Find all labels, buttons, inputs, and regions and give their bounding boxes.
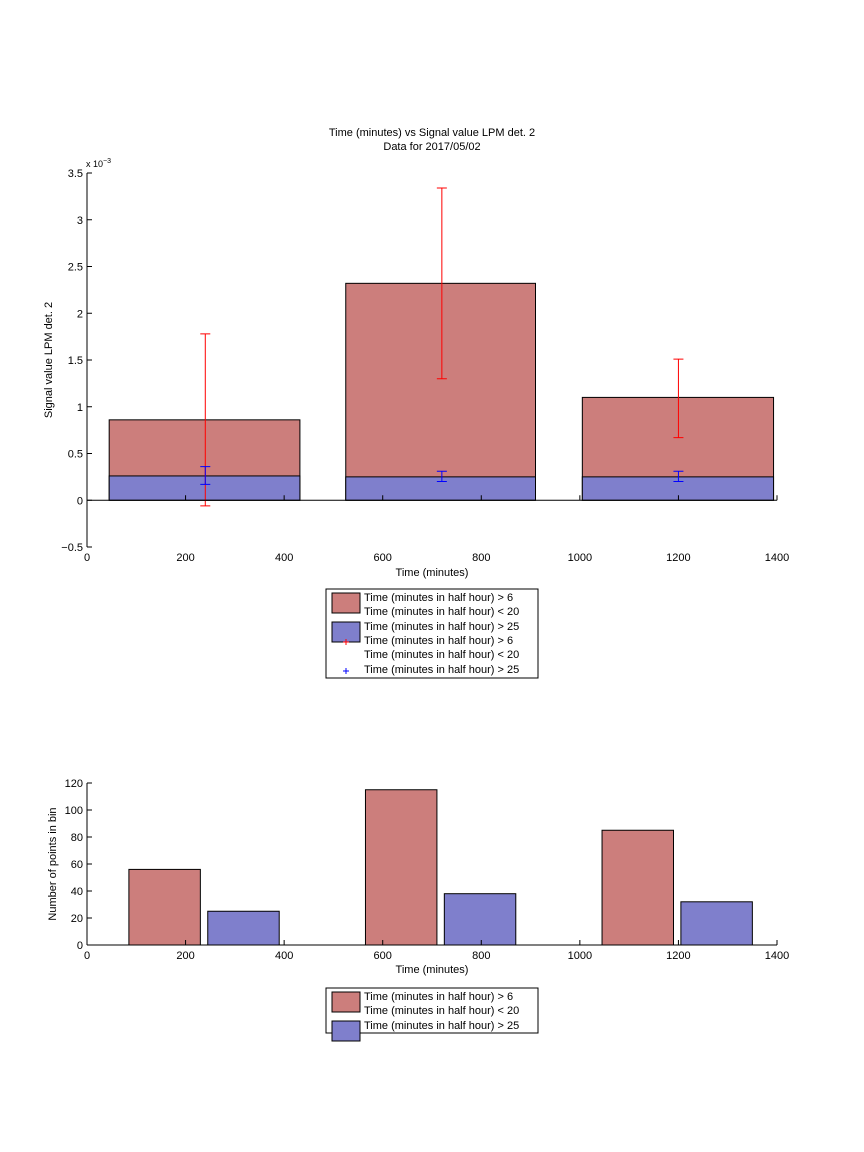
y-tick-label: 2 bbox=[77, 308, 83, 320]
y-tick-label: 100 bbox=[65, 805, 83, 817]
x-tick-label: 400 bbox=[275, 950, 293, 962]
y-tick-label: 3 bbox=[77, 215, 83, 227]
y-tick-label: 3.5 bbox=[68, 168, 83, 180]
count-legend: Time (minutes in half hour) > 6 Time (min… bbox=[325, 987, 539, 1042]
x-tick-label: 0 bbox=[84, 950, 90, 962]
y-tick-label: 80 bbox=[71, 832, 83, 844]
count-bar-range-25 bbox=[680, 901, 753, 946]
count-bar-range-6-20 bbox=[128, 868, 201, 946]
legend-box bbox=[325, 987, 539, 1034]
x-tick-label: 1200 bbox=[666, 552, 690, 564]
signal-errorbars bbox=[200, 187, 684, 507]
signal-chart: Time (minutes) vs Signal value LPM det. … bbox=[43, 127, 789, 679]
legend-label-line2: Time (minutes in half hour) < 20 bbox=[364, 606, 519, 618]
legend-marker bbox=[343, 639, 349, 645]
y-tick-label: 120 bbox=[65, 778, 83, 790]
bar-range-25 bbox=[108, 475, 301, 501]
y-exponent-base: x 10 bbox=[86, 159, 103, 169]
x-tick-label: 600 bbox=[374, 552, 392, 564]
x-tick-label: 200 bbox=[176, 950, 194, 962]
chart-title: Time (minutes) vs Signal value LPM det. … bbox=[329, 127, 535, 139]
errorbar-range-25 bbox=[200, 466, 211, 485]
legend-label: Time (minutes in half hour) > 25 bbox=[364, 621, 519, 633]
x-tick-label: 1200 bbox=[666, 950, 690, 962]
x-tick-label: 1400 bbox=[765, 950, 789, 962]
x-axis-label: Time (minutes) bbox=[396, 964, 469, 976]
y-tick-label: 0.5 bbox=[68, 449, 83, 461]
count-bar-range-25 bbox=[207, 910, 280, 946]
x-tick-label: 0 bbox=[84, 552, 90, 564]
x-tick-label: 1400 bbox=[765, 552, 789, 564]
y-tick-label: 1 bbox=[77, 402, 83, 414]
legend-label: Time (minutes in half hour) > 6 bbox=[364, 991, 513, 1003]
legend-label: Time (minutes in half hour) > 6 bbox=[364, 592, 513, 604]
y-axis-label: Number of points in bin bbox=[47, 807, 59, 920]
y-exponent-label: x 10−3 bbox=[86, 158, 111, 169]
y-tick-label: −0.5 bbox=[61, 542, 83, 554]
x-tick-label: 200 bbox=[176, 552, 194, 564]
legend-label: Time (minutes in half hour) > 25 bbox=[364, 664, 519, 676]
y-tick-label: 2.5 bbox=[68, 262, 83, 274]
count-bar-range-25 bbox=[443, 893, 517, 946]
x-tick-label: 800 bbox=[472, 552, 490, 564]
y-tick-label: 20 bbox=[71, 913, 83, 925]
x-tick-label: 1000 bbox=[568, 950, 592, 962]
x-tick-label: 600 bbox=[374, 950, 392, 962]
signal-legend: Time (minutes in half hour) > 6 Time (min… bbox=[325, 588, 539, 679]
legend-swatch bbox=[331, 991, 361, 1013]
legend-label: Time (minutes in half hour) > 6 bbox=[364, 635, 513, 647]
legend-swatch bbox=[331, 592, 361, 614]
count-chart: 0 200 400 600 800 1000 1200 1400 0 20 40 60 80 100 120… bbox=[47, 778, 790, 1042]
legend-swatch bbox=[331, 1020, 361, 1042]
legend-label-line2: Time (minutes in half hour) < 20 bbox=[364, 649, 519, 661]
legend-box bbox=[325, 588, 539, 679]
legend-label-line2: Time (minutes in half hour) < 20 bbox=[364, 1005, 519, 1017]
y-axis-label: Signal value LPM det. 2 bbox=[43, 302, 55, 418]
x-tick-label: 400 bbox=[275, 552, 293, 564]
errorbar-range-6-20 bbox=[436, 187, 447, 380]
y-exponent-power: −3 bbox=[103, 158, 111, 165]
count-axes: 0 200 400 600 800 1000 1200 1400 0 20 40 60 80 100 120 bbox=[65, 778, 790, 962]
count-bar-range-6-20 bbox=[364, 789, 438, 946]
bar-range-6-20 bbox=[345, 282, 536, 501]
count-bars bbox=[128, 789, 753, 946]
signal-axes: 0 200 400 600 800 1000 1200 1400−0.500.511.522.… bbox=[61, 168, 789, 564]
x-axis-label: Time (minutes) bbox=[396, 567, 469, 579]
y-tick-label: 40 bbox=[71, 886, 83, 898]
legend-label: Time (minutes in half hour) > 25 bbox=[364, 1020, 519, 1032]
y-tick-label: 0 bbox=[77, 495, 83, 507]
bar-range-25 bbox=[345, 476, 536, 501]
y-tick-label: 0 bbox=[77, 940, 83, 952]
legend-marker bbox=[343, 668, 349, 674]
errorbar-range-6-20 bbox=[673, 358, 684, 439]
errorbar-range-25 bbox=[673, 470, 684, 483]
chart-subtitle: Data for 2017/05/02 bbox=[383, 141, 480, 153]
y-tick-label: 60 bbox=[71, 859, 83, 871]
errorbar-range-25 bbox=[436, 470, 447, 483]
x-tick-label: 1000 bbox=[568, 552, 592, 564]
x-tick-label: 800 bbox=[472, 950, 490, 962]
count-bar-range-6-20 bbox=[601, 829, 674, 946]
y-tick-label: 1.5 bbox=[68, 355, 83, 367]
